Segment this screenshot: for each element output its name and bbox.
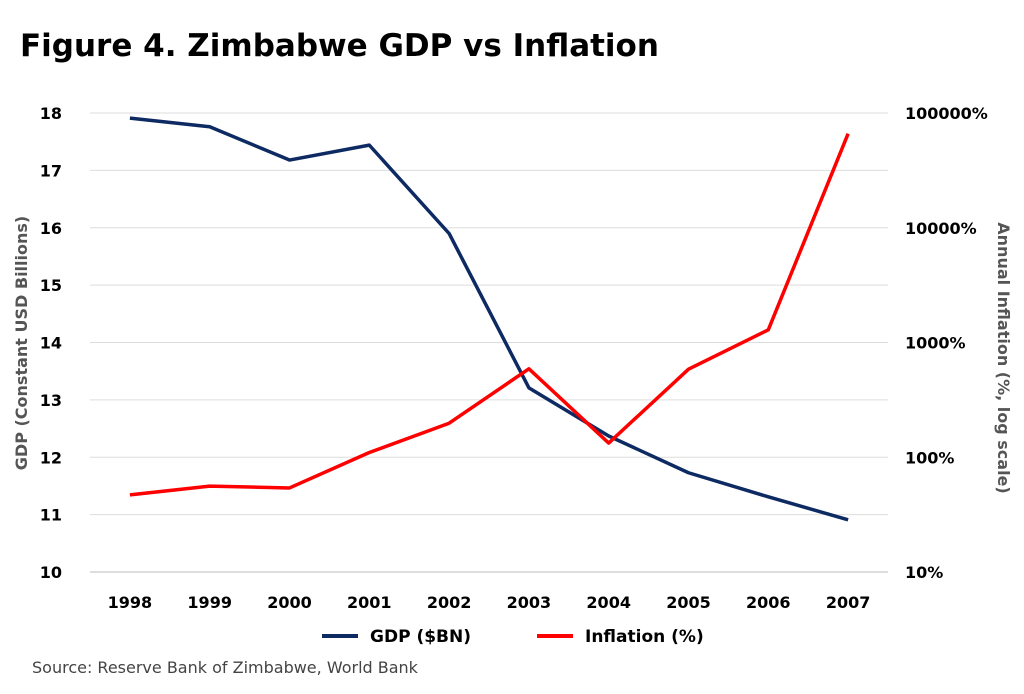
y-right-tick-label: 1000% (905, 334, 966, 353)
series-line-gdp (129, 116, 849, 522)
legend-label: GDP ($BN) (370, 627, 471, 647)
x-tick-label: 2004 (586, 593, 631, 612)
series-line-inflation (129, 133, 850, 497)
y-left-tick-label: 17 (40, 161, 62, 180)
x-tick-label: 2006 (746, 593, 791, 612)
x-tick-label: 2003 (507, 593, 552, 612)
x-tick-label: 2001 (347, 593, 392, 612)
x-tick-label: 2007 (826, 593, 871, 612)
y-right-tick-label: 100% (905, 448, 954, 467)
y-right-axis-label: Annual Inflation (%, log scale) (994, 222, 1013, 493)
y-right-tick-label: 10000% (905, 219, 977, 238)
y-left-tick-label: 14 (40, 334, 62, 353)
y-left-tick-label: 15 (40, 276, 62, 295)
y-left-tick-label: 18 (40, 104, 62, 123)
y-left-tick-label: 16 (40, 219, 62, 238)
x-tick-label: 2000 (267, 593, 312, 612)
y-left-tick-label: 10 (40, 563, 62, 582)
y-left-axis-label: GDP (Constant USD Billions) (12, 216, 31, 470)
chart-title: Figure 4. Zimbabwe GDP vs Inflation (20, 28, 659, 64)
y-right-tick-label: 10% (905, 563, 943, 582)
x-tick-label: 1998 (108, 593, 153, 612)
legend-label: Inflation (%) (585, 627, 704, 647)
y-right-tick-label: 100000% (905, 104, 988, 123)
x-tick-label: 2005 (666, 593, 711, 612)
y-left-tick-label: 12 (40, 448, 62, 467)
source-note: Source: Reserve Bank of Zimbabwe, World … (32, 658, 418, 677)
y-left-tick-label: 11 (40, 506, 62, 525)
x-tick-label: 1999 (187, 593, 232, 612)
x-tick-label: 2002 (427, 593, 472, 612)
y-left-tick-label: 13 (40, 391, 62, 410)
